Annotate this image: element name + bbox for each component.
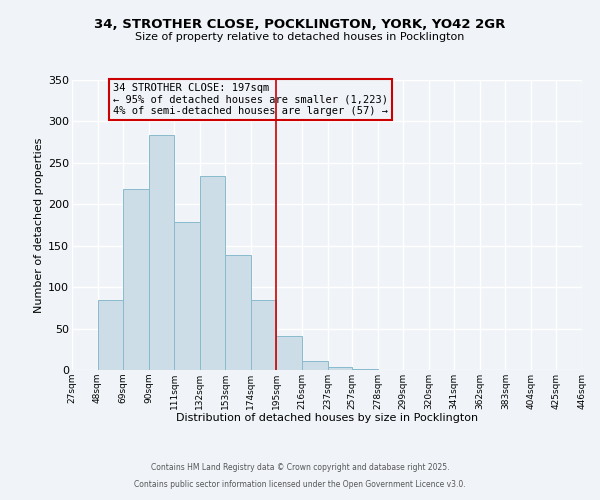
Text: 34 STROTHER CLOSE: 197sqm
← 95% of detached houses are smaller (1,223)
4% of sem: 34 STROTHER CLOSE: 197sqm ← 95% of detac… [113,83,388,116]
Bar [328,366,352,370]
Text: Size of property relative to detached houses in Pocklington: Size of property relative to detached ho… [136,32,464,42]
Bar [226,255,251,370]
Bar [174,222,200,370]
Text: Contains public sector information licensed under the Open Government Licence v3: Contains public sector information licen… [134,480,466,489]
Text: 34, STROTHER CLOSE, POCKLINGTON, YORK, YO42 2GR: 34, STROTHER CLOSE, POCKLINGTON, YORK, Y… [94,18,506,30]
Bar [302,361,328,370]
Bar [98,300,123,370]
Bar [251,300,277,370]
Bar [200,176,226,370]
Bar [352,369,377,370]
Bar [277,336,302,370]
Bar [149,134,174,370]
Bar [123,188,149,370]
X-axis label: Distribution of detached houses by size in Pocklington: Distribution of detached houses by size … [176,414,478,424]
Y-axis label: Number of detached properties: Number of detached properties [34,138,44,312]
Text: Contains HM Land Registry data © Crown copyright and database right 2025.: Contains HM Land Registry data © Crown c… [151,464,449,472]
